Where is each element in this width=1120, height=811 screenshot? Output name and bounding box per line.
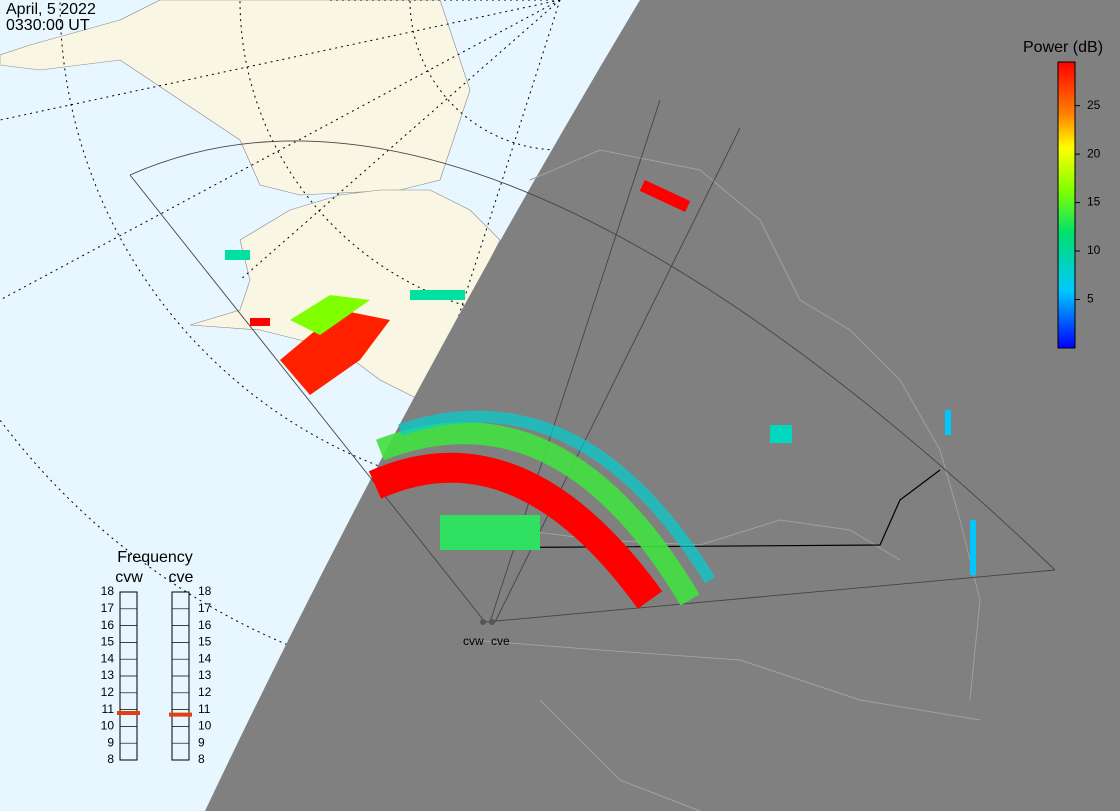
frequency-tick-label: 12 xyxy=(198,685,212,699)
colorbar-title: Power (dB) xyxy=(1023,39,1103,56)
radar-name: cvw xyxy=(115,569,143,586)
alaska xyxy=(189,189,501,401)
colorbar-tick-label: 15 xyxy=(1087,195,1101,209)
frequency-tick-label: 16 xyxy=(198,618,212,632)
frequency-tick-label: 14 xyxy=(101,651,115,665)
night-side xyxy=(205,0,1120,811)
colorbar-tick-label: 20 xyxy=(1087,146,1101,160)
frequency-tick-label: 13 xyxy=(101,668,115,682)
frequency-tick-label: 18 xyxy=(198,584,212,598)
frequency-tick-label: 10 xyxy=(198,719,212,733)
colorbar-tick-label: 10 xyxy=(1087,243,1101,257)
site-label: cvw xyxy=(463,634,484,648)
frequency-panel: cvw 8 9 10 11 12 13 14 15 16 17 18 cve 8 9 10 11 12 13 14 15… xyxy=(101,569,212,766)
radar-site xyxy=(489,619,495,625)
time: 0330:00 UT xyxy=(6,17,90,34)
frequency-tick-label: 11 xyxy=(198,702,211,716)
frequency-tick-label: 14 xyxy=(198,651,212,665)
colorbar-tick-label: 5 xyxy=(1087,292,1094,306)
frequency-tick-label: 16 xyxy=(101,618,115,632)
date: April, 5 2022 xyxy=(6,1,96,18)
frequency-title: Frequency xyxy=(117,549,193,566)
frequency-tick-label: 15 xyxy=(101,635,115,649)
frequency-tick-label: 12 xyxy=(101,685,115,699)
frequency-tick-label: 8 xyxy=(198,752,205,766)
radar-site xyxy=(480,619,486,625)
frequency-tick-label: 9 xyxy=(107,735,114,749)
frequency-tick-label: 15 xyxy=(198,635,212,649)
frequency-tick-label: 17 xyxy=(198,601,212,615)
colorbar: 5 10 15 20 25 xyxy=(1057,61,1101,349)
colorbar-tick-label: 25 xyxy=(1087,98,1101,112)
backscatter xyxy=(225,179,976,609)
frequency-tick-label: 18 xyxy=(101,584,115,598)
site-label: cve xyxy=(491,634,510,648)
radar-name: cve xyxy=(169,569,194,586)
colorbar-scale xyxy=(1057,61,1076,349)
frequency-tick-label: 9 xyxy=(198,735,205,749)
frequency-tick-label: 17 xyxy=(101,601,115,615)
frequency-tick-label: 10 xyxy=(101,719,115,733)
frequency-tick-label: 8 xyxy=(107,752,114,766)
frequency-tick-label: 11 xyxy=(102,702,115,716)
frequency-tick-label: 13 xyxy=(198,668,212,682)
